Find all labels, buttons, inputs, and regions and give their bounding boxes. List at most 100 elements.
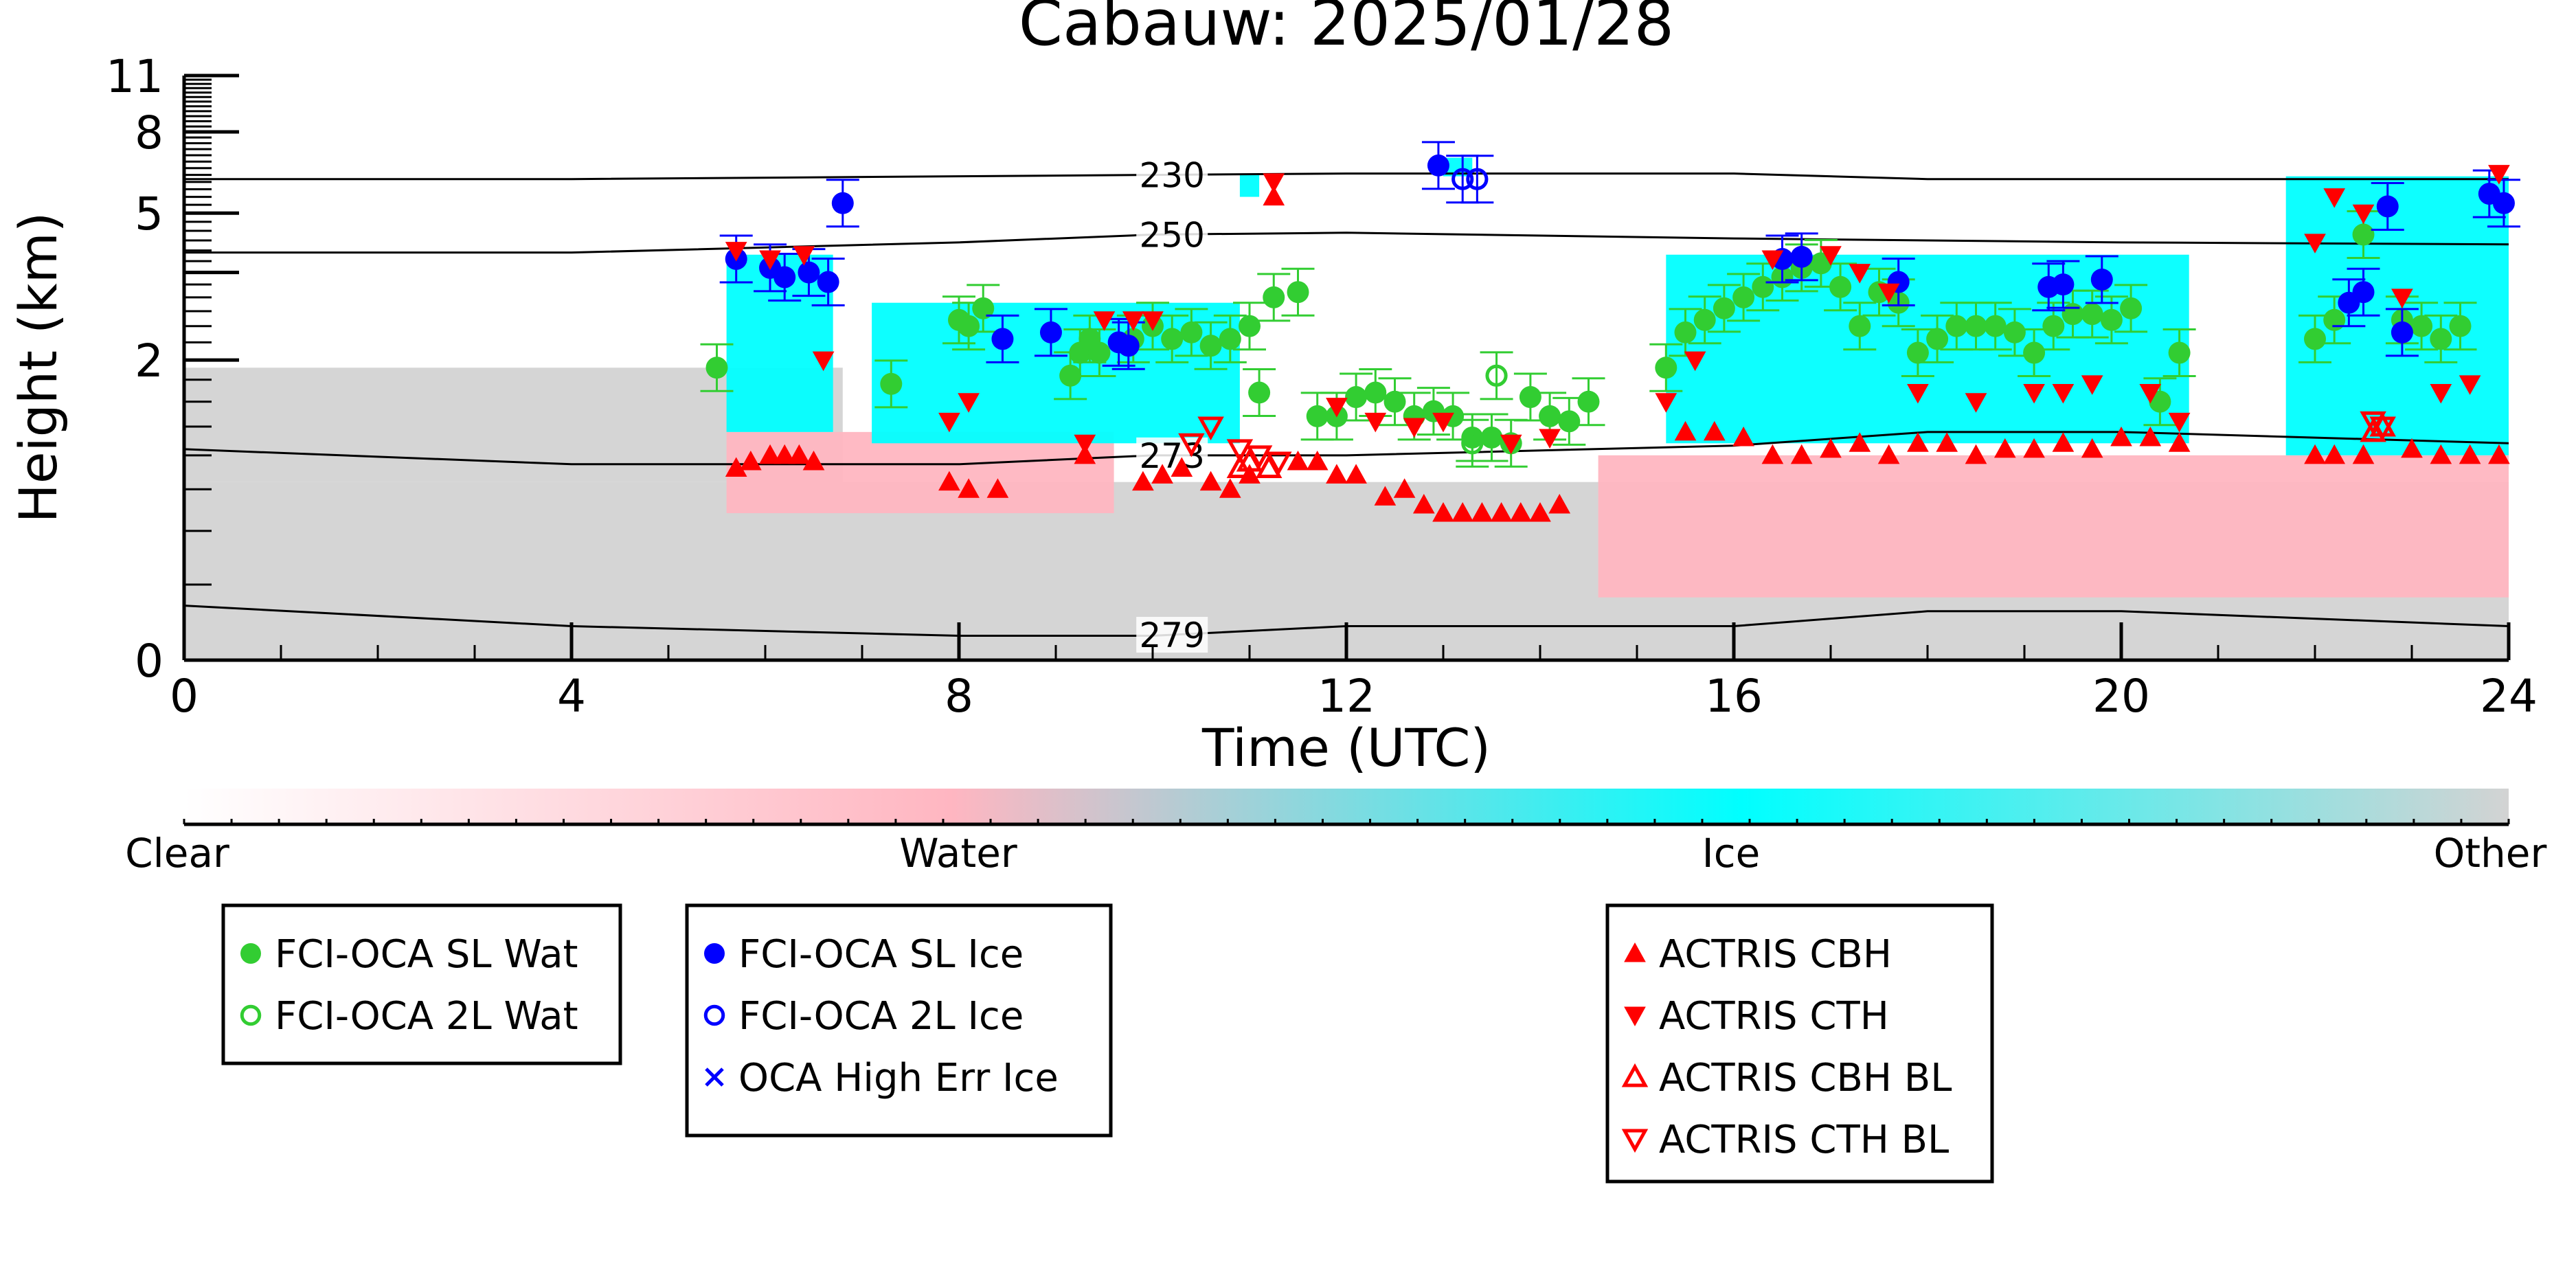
marker-fci-oca-sl-wat bbox=[1965, 315, 1987, 337]
marker-fci-oca-sl-wat bbox=[1732, 286, 1755, 308]
marker-fci-oca-sl-wat bbox=[2042, 315, 2065, 337]
marker-fci-oca-sl-wat bbox=[1364, 381, 1387, 404]
marker-actris-cbh bbox=[2459, 444, 2481, 464]
legend-marker bbox=[1624, 1006, 1646, 1027]
legend-label: OCA High Err Ice bbox=[738, 1056, 1059, 1100]
marker-fci-oca-2l-wat bbox=[1485, 364, 1508, 387]
y-tick-label: 11 bbox=[106, 50, 163, 103]
marker-fci-oca-sl-wat bbox=[1480, 426, 1503, 449]
marker-fci-oca-sl-ice bbox=[2492, 192, 2515, 214]
legend-marker bbox=[240, 1004, 262, 1026]
legend-label: ACTRIS CTH bbox=[1659, 994, 1889, 1039]
y-tick-label: 5 bbox=[135, 188, 163, 240]
y-axis-label: Height (km) bbox=[8, 212, 69, 523]
marker-actris-cbh bbox=[1151, 464, 1173, 484]
marker-fci-oca-sl-wat bbox=[1219, 328, 1241, 350]
marker-actris-cbh bbox=[1820, 438, 1842, 458]
marker-fci-oca-sl-wat bbox=[880, 372, 903, 395]
colorbar: Clear Water Ice Other bbox=[125, 789, 2546, 877]
marker-actris-cth bbox=[1877, 283, 1900, 304]
colorbar-label-clear: Clear bbox=[125, 830, 229, 877]
legend-marker bbox=[1621, 1129, 1649, 1153]
marker-actris-cth bbox=[2081, 375, 2103, 395]
bg-region-water bbox=[1598, 455, 2509, 598]
isotherm-line bbox=[184, 172, 2509, 181]
x-tick-label: 12 bbox=[1318, 670, 1375, 723]
marker-actris-cth bbox=[1500, 434, 1522, 455]
marker-fci-oca-sl-wat bbox=[1345, 386, 1368, 409]
colorbar-ticks bbox=[183, 819, 2510, 824]
marker-fci-oca-sl-wat bbox=[972, 297, 995, 319]
marker-fci-oca-sl-wat bbox=[1752, 275, 1774, 298]
marker-actris-cbh bbox=[1263, 185, 1285, 206]
marker-actris-cth bbox=[1263, 173, 1285, 193]
marker-actris-cbh bbox=[2052, 432, 2075, 452]
marker-actris-cbh bbox=[1326, 464, 1348, 484]
marker-fci-oca-sl-ice bbox=[817, 271, 839, 293]
marker-actris-cbh bbox=[1877, 444, 1900, 464]
colorbar-gradient bbox=[184, 789, 2509, 824]
marker-actris-cbh bbox=[740, 450, 762, 471]
marker-actris-cbh bbox=[1674, 420, 1697, 441]
isotherm-line bbox=[184, 231, 2509, 254]
marker-actris-cbh bbox=[2304, 444, 2326, 464]
marker-actris-cth bbox=[2139, 384, 2162, 404]
marker-fci-oca-sl-wat bbox=[2323, 308, 2346, 331]
legend-frame bbox=[685, 903, 1113, 1138]
legend-frame bbox=[1605, 903, 1994, 1184]
marker-actris-cth bbox=[1326, 398, 1348, 418]
marker-actris-cbh bbox=[1490, 501, 1513, 522]
marker-actris-cth bbox=[958, 393, 980, 413]
marker-actris-cth bbox=[1820, 246, 1842, 266]
marker-actris-cth-bl bbox=[1245, 445, 1273, 469]
legend-marker bbox=[1621, 1063, 1649, 1087]
marker-fci-oca-sl-wat bbox=[1926, 328, 1949, 350]
colorbar-label-water: Water bbox=[899, 830, 1017, 877]
marker-actris-cth bbox=[2304, 234, 2326, 253]
marker-actris-cbh bbox=[2488, 444, 2510, 464]
isotherm-line bbox=[184, 431, 2509, 466]
marker-fci-oca-sl-wat bbox=[1519, 386, 1541, 409]
legend-frame bbox=[221, 903, 622, 1065]
legend-label: FCI-OCA SL Ice bbox=[738, 932, 1024, 977]
legend-label: ACTRIS CBH bbox=[1659, 932, 1892, 977]
marker-actris-cbh bbox=[759, 444, 781, 464]
marker-actris-cbh bbox=[1732, 426, 1754, 447]
marker-actris-cth bbox=[2391, 289, 2413, 308]
marker-actris-cbh bbox=[2323, 444, 2346, 464]
legend-label: FCI-OCA 2L Wat bbox=[275, 994, 578, 1039]
legend-box-2: FCI-OCA SL Ice FCI-OCA 2L Ice OCA High Err… bbox=[685, 903, 1113, 1138]
marker-fci-oca-2l-ice bbox=[1466, 168, 1489, 190]
marker-fci-oca-sl-wat bbox=[1539, 405, 1561, 427]
x-tick-label: 0 bbox=[170, 670, 199, 723]
marker-fci-oca-sl-wat bbox=[1263, 286, 1285, 308]
marker-fci-oca-sl-wat bbox=[1248, 381, 1271, 404]
marker-actris-cbh bbox=[1199, 471, 1222, 491]
marker-actris-cth bbox=[1364, 412, 1387, 433]
marker-actris-cbh bbox=[2430, 444, 2452, 464]
marker-actris-cth bbox=[938, 412, 960, 433]
marker-actris-cbh bbox=[1548, 493, 1571, 514]
marker-fci-oca-sl-wat bbox=[2149, 390, 2171, 413]
marker-actris-cbh bbox=[1761, 444, 1784, 464]
marker-actris-cbh bbox=[2023, 438, 2045, 458]
isotherm-lines: 230 250 273 279 bbox=[184, 155, 2509, 655]
legend-box-3: ACTRIS CBH ACTRIS CTH ACTRIS CBH BL ACTRIS … bbox=[1605, 903, 1994, 1184]
marker-fci-oca-sl-ice bbox=[1790, 245, 1813, 268]
marker-actris-cbh bbox=[1287, 450, 1309, 471]
marker-fci-oca-sl-wat bbox=[1945, 315, 1968, 337]
y-axis-ticks: 0 2 5 811 bbox=[106, 50, 239, 688]
marker-fci-oca-sl-ice bbox=[2052, 273, 2075, 296]
marker-fci-oca-sl-wat bbox=[2430, 328, 2452, 350]
x-tick-label: 8 bbox=[945, 670, 973, 723]
x-axis-ticks: 0 4 8 12 16 20 24 bbox=[170, 622, 2538, 723]
marker-fci-oca-sl-wat bbox=[1674, 321, 1697, 343]
marker-actris-cth bbox=[1907, 384, 1929, 404]
marker-actris-cbh bbox=[1393, 478, 1416, 498]
marker-actris-cth bbox=[2352, 204, 2375, 225]
marker-fci-oca-sl-wat bbox=[1180, 321, 1203, 343]
marker-actris-cbh bbox=[1306, 450, 1329, 471]
marker-fci-oca-sl-wat bbox=[1984, 315, 2007, 337]
marker-actris-cbh bbox=[1849, 432, 1871, 452]
marker-actris-cbh bbox=[1471, 501, 1493, 522]
